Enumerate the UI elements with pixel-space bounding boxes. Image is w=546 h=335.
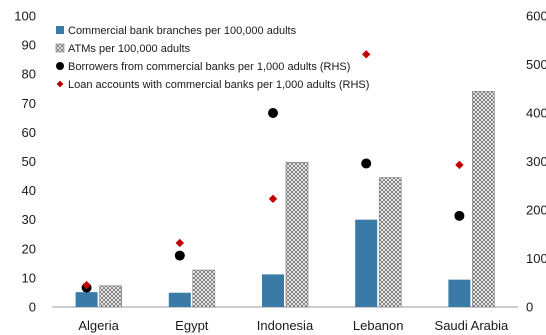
y-left-tick-label: 0 xyxy=(29,300,36,315)
y-right-tick-label: 300 xyxy=(526,154,546,169)
borrowers-marker xyxy=(268,108,278,118)
legend-label: Borrowers from commercial banks per 1,00… xyxy=(68,61,350,73)
loan-accounts-marker xyxy=(82,280,91,290)
x-category-label: Saudi Arabia xyxy=(435,318,509,333)
y-left-tick-label: 60 xyxy=(22,125,36,140)
atms-bar xyxy=(378,177,402,308)
x-category-label: Egypt xyxy=(175,318,209,333)
branches-bar xyxy=(355,219,378,307)
atms-bar xyxy=(99,285,122,308)
y-right-tick-label: 600 xyxy=(526,9,546,24)
x-category-label: Lebanon xyxy=(353,318,404,333)
legend-label: ATMs per 100,000 adults xyxy=(68,43,191,55)
branches-bar xyxy=(448,279,471,307)
loan-accounts-marker xyxy=(455,160,464,170)
y-left-tick-label: 80 xyxy=(22,67,36,82)
axes: 0 10 20 30 40 50 60 70 80 90 100 0 100 200 300 400 500 60… xyxy=(14,9,546,334)
branches-bar xyxy=(262,274,284,307)
loan-accounts-marker xyxy=(268,194,278,204)
y-right-tick-label: 500 xyxy=(526,57,546,72)
legend-label: Loan accounts with commercial banks per … xyxy=(68,79,369,91)
branches-bar xyxy=(168,292,191,307)
legend-swatch-branches xyxy=(56,26,64,34)
y-right-tick-label: 200 xyxy=(526,203,546,218)
y-left-tick-label: 70 xyxy=(22,96,36,111)
legend: Commercial bank branches per 100,000 adu… xyxy=(55,25,369,91)
legend-swatch-borrowers xyxy=(56,62,64,70)
loan-accounts-marker xyxy=(175,238,184,248)
y-left-tick-label: 100 xyxy=(14,9,36,24)
bars xyxy=(75,91,495,308)
loan-accounts-marker xyxy=(362,50,371,59)
markers xyxy=(81,50,465,293)
y-right-tick-label: 100 xyxy=(526,251,546,266)
atms-bar xyxy=(285,162,309,308)
branches-bar xyxy=(75,292,98,307)
y-left-tick-label: 20 xyxy=(22,241,36,256)
x-category-label: Algeria xyxy=(78,318,119,333)
y-right-tick-label: 0 xyxy=(526,300,533,315)
y-left-tick-label: 90 xyxy=(22,38,36,53)
legend-label: Commercial bank branches per 100,000 adu… xyxy=(68,25,297,37)
y-left-tick-label: 40 xyxy=(22,183,36,198)
y-left-tick-label: 50 xyxy=(22,154,36,169)
borrowers-marker xyxy=(361,158,372,169)
y-right-tick-label: 400 xyxy=(526,106,546,121)
legend-swatch-atms xyxy=(55,43,65,53)
y-left-tick-label: 30 xyxy=(22,212,36,227)
y-left-tick-label: 10 xyxy=(22,270,36,285)
legend-swatch-loan-accounts xyxy=(56,80,64,88)
atms-bar xyxy=(472,91,495,308)
x-category-label: Indonesia xyxy=(257,318,314,333)
borrowers-marker xyxy=(174,250,185,261)
borrowers-marker xyxy=(454,210,465,221)
atms-bar xyxy=(192,269,216,308)
